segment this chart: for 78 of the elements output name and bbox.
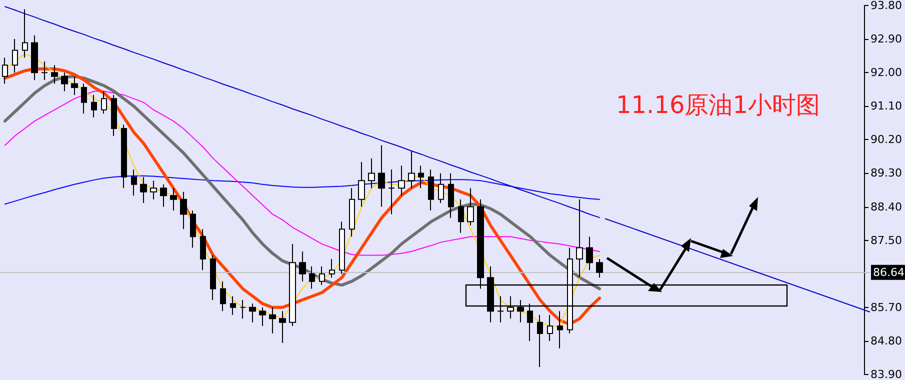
candlestick [269, 306, 276, 334]
y-tick-label: 87.50 [870, 234, 902, 247]
candlestick [586, 236, 593, 271]
candlestick [448, 172, 454, 218]
candlestick [190, 210, 196, 248]
candlestick [368, 158, 375, 189]
candlestick [220, 280, 226, 312]
candlestick [527, 303, 533, 342]
ref-line-label: 86.64 [873, 266, 904, 279]
y-tick-label: 90.20 [870, 133, 902, 146]
candlestick [567, 247, 573, 334]
candlestick [438, 172, 444, 204]
candlestick [61, 72, 68, 92]
candlestick [458, 198, 464, 234]
line-series [4, 6, 600, 218]
candlestick [140, 176, 147, 204]
candlestick [170, 188, 177, 211]
candlestick [507, 296, 514, 320]
y-tick-label: 85.70 [870, 300, 902, 314]
y-tick-label: 88.40 [870, 200, 902, 214]
candlestick [71, 76, 78, 96]
candlestick [12, 38, 18, 74]
candlestick [428, 169, 434, 211]
candlestick [111, 94, 117, 136]
candlestick [81, 83, 87, 114]
y-tick-label: 92.00 [870, 66, 902, 80]
candlestick [576, 198, 583, 278]
y-tick-label: 93.80 [870, 0, 902, 12]
candlestick [477, 198, 484, 290]
candlestick [319, 266, 325, 286]
candlestick [418, 165, 424, 189]
candlestick [2, 57, 8, 84]
candlestick [517, 299, 524, 323]
y-tick-label: 92.90 [870, 32, 902, 46]
candlestick [537, 314, 543, 368]
candlestick [408, 150, 415, 189]
candlestick [309, 266, 315, 290]
candlestick [121, 124, 127, 189]
candlestick [31, 34, 38, 81]
candlestick [249, 303, 256, 323]
line-series [4, 175, 600, 205]
line-series [3, 74, 602, 290]
candlestick [497, 296, 504, 323]
candlestick [547, 314, 553, 342]
candlestick [41, 60, 48, 81]
candlestick [210, 254, 216, 300]
candlestick [230, 296, 236, 316]
y-tick-label: 89.30 [870, 166, 902, 180]
candlestick [487, 266, 494, 323]
candlestick [349, 188, 355, 238]
candlestick [596, 258, 603, 278]
candlestick [378, 144, 385, 208]
candlestick [279, 310, 286, 344]
candlestick [289, 244, 296, 327]
candlestick [467, 188, 474, 226]
line-series [4, 90, 600, 256]
candlestick [51, 64, 58, 84]
y-tick-label: 83.90 [870, 368, 902, 380]
candlestick [339, 221, 345, 274]
candlestick [299, 251, 306, 282]
candlestick [91, 94, 97, 118]
candlestick [101, 90, 107, 114]
candlestick [131, 169, 137, 196]
candlestick [150, 180, 157, 200]
candlestick [259, 306, 266, 327]
candlestick [200, 228, 206, 271]
candlestick [22, 8, 28, 58]
text: 11.16原油1小时图 [616, 91, 820, 119]
candlestick [358, 162, 365, 208]
candlestick [329, 258, 335, 278]
candlestick [160, 184, 167, 208]
candlestick [398, 165, 405, 196]
y-tick-label: 91.10 [870, 100, 902, 113]
candlestick [388, 169, 395, 215]
y-tick-label: 84.80 [870, 334, 902, 348]
candlestick [240, 299, 246, 320]
candlestick [557, 310, 563, 349]
candlestick [180, 191, 187, 230]
